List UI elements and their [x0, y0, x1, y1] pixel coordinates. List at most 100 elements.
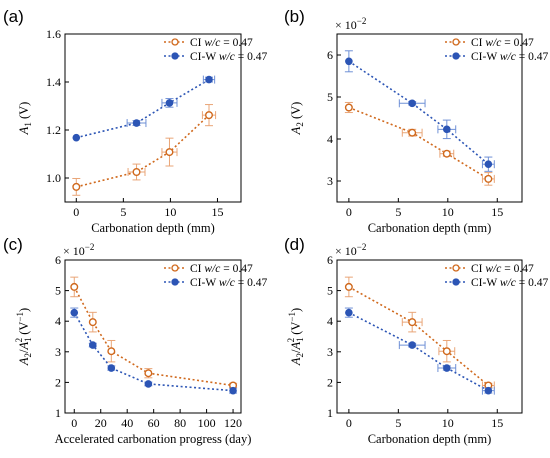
x-tick-label: 0: [73, 205, 79, 219]
legend-box: [447, 260, 521, 291]
series-line: [73, 286, 234, 387]
panel-c: (c) 0 20 40 60 80 100 120 1 2 3 4 5 6× 10−2 Accelerate…: [3, 235, 267, 446]
x-tick-label: 10: [442, 416, 454, 430]
y-tick-label: 2: [327, 375, 333, 389]
y-axis-label: A2 (V): [289, 102, 305, 136]
x-tick-label: 5: [395, 205, 401, 219]
legend-marker: [171, 52, 179, 60]
x-axis-label: Carbonation depth (mm): [368, 221, 492, 235]
x-tick-label: 5: [120, 205, 126, 219]
legend-marker: [452, 264, 460, 272]
data-point: [72, 133, 81, 142]
legend-entry-ci: CI w/c = 0.47: [445, 37, 534, 49]
legend-marker: [452, 38, 460, 46]
data-point: [344, 282, 353, 291]
series-ci: [70, 276, 238, 390]
y-tick-label: 1: [327, 406, 333, 420]
data-point: [345, 308, 353, 317]
legend: CI w/c = 0.47 CI-W w/c = 0.47: [445, 34, 548, 65]
y-exponent-label: × 10−2: [335, 16, 366, 32]
x-axis-label: Carbonation depth (mm): [91, 221, 215, 235]
y-tick-label: 4: [327, 132, 333, 146]
data-point: [345, 57, 353, 66]
data-point: [144, 369, 153, 378]
y-tick-label: 1: [55, 406, 61, 420]
series-ci: [344, 101, 495, 186]
y-tick-label: 5: [55, 284, 61, 298]
panel-d: (d) 0 5 10 15 1 2 3 4 5 6× 10−2 Carbonation depth (…: [284, 235, 548, 446]
data-point: [443, 125, 451, 134]
legend-marker: [452, 52, 460, 60]
legend-label: CI-W w/c = 0.47: [471, 51, 548, 63]
y-tick-label: 6: [55, 253, 61, 267]
data-point: [442, 347, 451, 356]
data-point: [443, 364, 451, 372]
x-axis-label: Carbonation depth (mm): [368, 432, 492, 446]
data-point: [70, 308, 79, 317]
data-point: [408, 318, 417, 327]
y-tick-label: 2: [55, 375, 61, 389]
series-ci: [72, 104, 217, 196]
legend-label: CI w/c = 0.47: [190, 263, 253, 275]
data-point: [204, 111, 213, 120]
y-tick-label: 5: [327, 284, 333, 298]
legend-label: CI w/c = 0.47: [190, 37, 253, 49]
y-tick-label: 5: [327, 90, 333, 104]
data-point: [484, 160, 493, 168]
legend-entry-ci-w: CI-W w/c = 0.47: [164, 277, 267, 289]
series-line: [76, 78, 210, 139]
x-tick-label: 10: [164, 205, 176, 219]
x-tick-label: 60: [148, 416, 160, 430]
x-tick-label: 100: [198, 416, 216, 430]
panel-b: (b) 0 5 10 15 3 4 5 6 × 10−2 Carbonation depth (mm…: [284, 7, 548, 235]
panel-label: (d): [284, 235, 305, 254]
x-tick-label: 80: [174, 416, 186, 430]
data-point: [205, 75, 213, 84]
series-line: [348, 311, 489, 392]
legend-marker: [171, 264, 179, 272]
legend-entry-ci: CI w/c = 0.47: [164, 263, 253, 275]
data-point: [484, 174, 493, 183]
data-point: [88, 341, 97, 349]
x-tick-label: 5: [395, 416, 401, 430]
data-point: [408, 341, 416, 349]
x-tick-label: 10: [442, 205, 454, 219]
data-point: [344, 103, 353, 112]
y-tick-label: 1.6: [46, 27, 61, 41]
x-tick-label: 0: [346, 205, 352, 219]
x-tick-label: 20: [95, 416, 107, 430]
y-tick-label: 4: [55, 314, 61, 328]
data-point: [144, 380, 153, 388]
y-tick-label: 3: [327, 174, 333, 188]
data-point: [408, 99, 416, 108]
y-axis-label: A2/A12 (V−1): [286, 308, 305, 366]
legend-marker: [171, 38, 179, 46]
legend-marker: [171, 278, 179, 286]
series-line: [348, 106, 489, 180]
y-tick-label: 6: [327, 48, 333, 62]
axes-frame: [336, 33, 523, 203]
legend-entry-ci-w: CI-W w/c = 0.47: [445, 51, 548, 63]
x-tick-label: 0: [346, 416, 352, 430]
data-point: [229, 386, 237, 395]
legend: CI w/c = 0.47 CI-W w/c = 0.47: [164, 260, 267, 291]
data-point: [88, 318, 97, 327]
series-ci: [344, 276, 495, 390]
y-tick-label: 1.0: [46, 171, 61, 185]
y-exponent-label: × 10−2: [63, 242, 94, 258]
legend-label: CI-W w/c = 0.47: [190, 277, 267, 289]
x-tick-label: 15: [491, 416, 503, 430]
x-axis-label: Accelerated carbonation progress (day): [55, 432, 252, 446]
legend-label: CI w/c = 0.47: [471, 37, 534, 49]
series-line: [76, 114, 210, 188]
legend: CI w/c = 0.47 CI-W w/c = 0.47: [164, 34, 267, 65]
axes-frame: [64, 33, 242, 203]
y-tick-label: 6: [327, 253, 333, 267]
data-point: [165, 148, 174, 157]
y-axis-label: A1 (V): [17, 102, 33, 136]
legend-label: CI w/c = 0.47: [471, 263, 534, 275]
series-ci-w: [70, 307, 238, 395]
data-point: [132, 167, 141, 176]
series-ci-w: [72, 75, 216, 142]
